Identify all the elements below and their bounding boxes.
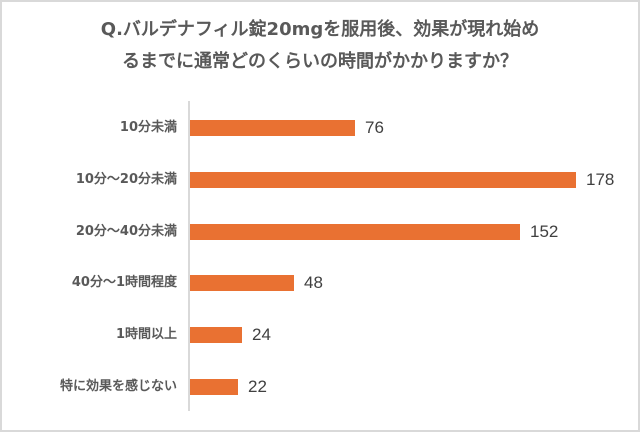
chart-title-line-2: るまでに通常どのくらいの時間がかかりますか？ [122, 51, 518, 72]
category-label: 特に効果を感じない [59, 379, 177, 394]
data-label: 152 [530, 222, 559, 241]
bar [190, 327, 242, 343]
bar [190, 224, 520, 240]
bar-row: 10分未満 76 [0, 118, 640, 138]
bar-row: 特に効果を感じない 22 [0, 377, 640, 397]
bar [190, 172, 576, 188]
category-label: 10分未満 [119, 120, 177, 135]
bar [190, 120, 355, 136]
category-axis-line [188, 101, 190, 411]
data-label: 24 [252, 325, 271, 344]
category-label: 1時間以上 [115, 327, 177, 342]
data-label: 76 [365, 118, 384, 137]
category-label: 40分～1時間程度 [71, 275, 177, 290]
bar-row: 1時間以上 24 [0, 325, 640, 345]
chart-title: Q.バルデナフィル錠20mgを服用後、効果が現れ始め るまでに通常どのくらいの時… [0, 14, 640, 78]
data-label: 48 [304, 273, 323, 292]
bar-row: 20分～40分未満 152 [0, 222, 640, 242]
bar-row: 10分～20分未満 178 [0, 170, 640, 190]
bar [190, 379, 238, 395]
bar-row: 40分～1時間程度 48 [0, 273, 640, 293]
category-label: 10分～20分未満 [75, 172, 177, 187]
data-label: 178 [586, 170, 615, 189]
bar [190, 275, 294, 291]
data-label: 22 [248, 377, 267, 396]
category-label: 20分～40分未満 [75, 224, 177, 239]
chart-title-line-1: Q.バルデナフィル錠20mgを服用後、効果が現れ始め [100, 19, 540, 40]
